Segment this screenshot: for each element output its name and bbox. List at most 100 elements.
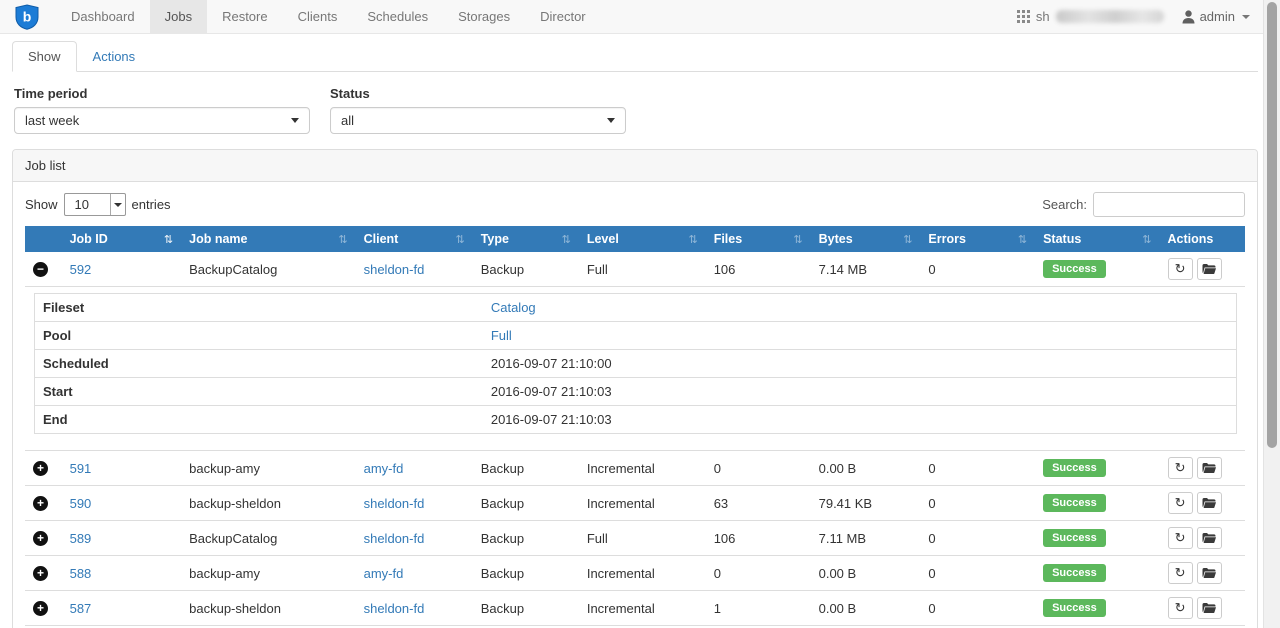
job-name-cell: BackupCatalog: [189, 261, 278, 277]
rerun-job-button[interactable]: ↻: [1167, 457, 1193, 479]
time-period-select[interactable]: last week: [14, 107, 310, 134]
job-id-link[interactable]: 587: [69, 600, 92, 616]
job-files-button[interactable]: [1196, 492, 1222, 514]
errors-cell: 0: [920, 625, 1036, 628]
collapse-icon[interactable]: −: [33, 262, 48, 277]
tab-show[interactable]: Show: [12, 41, 77, 72]
search-input[interactable]: [1093, 192, 1245, 217]
chevron-down-icon: [607, 118, 615, 123]
status-badge: Success: [1043, 459, 1106, 477]
rerun-job-button[interactable]: ↻: [1167, 562, 1193, 584]
bytes-cell: 79.41 KB: [810, 485, 921, 521]
column-label: Status: [1043, 232, 1082, 246]
client-link[interactable]: sheldon-fd: [363, 261, 425, 277]
col-type[interactable]: Type ⇅: [472, 226, 579, 252]
tab-actions[interactable]: Actions: [92, 49, 136, 64]
job-name-cell: backup-amy: [181, 555, 356, 591]
nav-item-director[interactable]: Director: [540, 9, 586, 24]
rerun-icon: ↻: [1174, 600, 1186, 615]
nav-item-clients[interactable]: Clients: [297, 9, 338, 24]
navbar-right: sh admin: [1016, 0, 1280, 33]
sort-icon: ⇅: [561, 233, 571, 246]
entries-select[interactable]: 10: [63, 193, 126, 216]
nav-item-dashboard[interactable]: Dashboard: [71, 9, 135, 24]
job-files-button[interactable]: [1196, 258, 1222, 280]
col-actions: Actions: [1159, 226, 1245, 252]
col-level[interactable]: Level ⇅: [578, 226, 706, 252]
rerun-job-button[interactable]: ↻: [1167, 258, 1193, 280]
select-arrow: [109, 194, 125, 215]
navbar: b Dashboard Jobs Restore Clients Schedules St…: [0, 0, 1280, 34]
col-bytes[interactable]: Bytes ⇅: [810, 226, 921, 252]
folder-icon: [1202, 498, 1217, 508]
errors-cell: 0: [920, 520, 1036, 556]
host-name-prefix: sh: [1035, 9, 1050, 24]
rerun-job-button[interactable]: ↻: [1167, 527, 1193, 549]
scrollbar-thumb[interactable]: [1267, 2, 1277, 448]
level-cell: Full: [578, 520, 706, 556]
job-id-link[interactable]: 591: [69, 460, 92, 476]
col-job-id[interactable]: Job ID ⇅: [61, 226, 182, 252]
filters: Time period last week Status all: [12, 72, 1258, 134]
col-errors[interactable]: Errors ⇅: [920, 226, 1036, 252]
panel-title: Job list: [13, 150, 1257, 182]
folder-icon: [1202, 533, 1217, 543]
col-status[interactable]: Status ⇅: [1035, 226, 1160, 252]
job-files-button[interactable]: [1196, 562, 1222, 584]
search-control: Search:: [1042, 192, 1245, 217]
col-job-name[interactable]: Job name ⇅: [181, 226, 356, 252]
detail-label: Pool: [34, 321, 483, 350]
client-link[interactable]: amy-fd: [363, 460, 404, 476]
baculum-shield-icon: b: [15, 3, 39, 30]
files-cell: 63: [705, 485, 811, 521]
sort-icon: ⇅: [163, 233, 174, 246]
job-id-link[interactable]: 588: [69, 565, 92, 581]
rerun-icon: ↻: [1174, 261, 1186, 276]
host-indicator[interactable]: sh: [1016, 9, 1164, 24]
detail-row-fileset: Fileset Catalog: [34, 293, 1237, 322]
detail-value-link[interactable]: Full: [490, 328, 512, 343]
job-files-button[interactable]: [1196, 597, 1222, 619]
status-badge: Success: [1043, 564, 1106, 582]
job-detail-row: Fileset Catalog Pool Full Scheduled 2016-09-0…: [25, 286, 1245, 451]
expand-icon[interactable]: +: [33, 531, 48, 546]
expand-icon[interactable]: +: [33, 601, 48, 616]
expand-icon[interactable]: +: [33, 461, 48, 476]
user-menu[interactable]: admin: [1182, 9, 1250, 24]
detail-value-link[interactable]: Catalog: [490, 300, 536, 315]
detail-label: End: [34, 405, 483, 434]
col-expand: [25, 226, 62, 252]
job-name-cell: backup-sheldon: [181, 590, 356, 626]
col-client[interactable]: Client ⇅: [355, 226, 473, 252]
job-id-link[interactable]: 589: [69, 530, 92, 546]
rerun-icon: ↻: [1174, 460, 1186, 475]
job-files-button[interactable]: [1196, 457, 1222, 479]
job-files-button[interactable]: [1196, 527, 1222, 549]
expand-icon[interactable]: +: [33, 496, 48, 511]
status-value: all: [341, 113, 355, 128]
client-link[interactable]: sheldon-fd: [363, 495, 425, 511]
bytes-cell: 0.00 B: [810, 590, 921, 626]
rerun-job-button[interactable]: ↻: [1167, 597, 1193, 619]
job-id-link[interactable]: 590: [69, 495, 92, 511]
nav-item-storages[interactable]: Storages: [458, 9, 511, 24]
job-id-link[interactable]: 592: [69, 261, 92, 277]
level-cell: Incremental: [578, 450, 706, 486]
status-select[interactable]: all: [330, 107, 626, 134]
nav-item-jobs[interactable]: Jobs: [149, 0, 208, 33]
col-files[interactable]: Files ⇅: [705, 226, 811, 252]
table-row: + 587 backup-sheldon sheldon-fd Backup I…: [25, 590, 1245, 626]
column-label: Level: [586, 232, 619, 246]
nav-item-restore[interactable]: Restore: [222, 9, 268, 24]
brand-logo[interactable]: b: [0, 0, 56, 33]
status-badge: Success: [1043, 494, 1106, 512]
sort-icon: ⇅: [455, 233, 465, 246]
rerun-job-button[interactable]: ↻: [1167, 492, 1193, 514]
client-link[interactable]: sheldon-fd: [363, 530, 425, 546]
client-link[interactable]: amy-fd: [363, 565, 404, 581]
expand-icon[interactable]: +: [33, 566, 48, 581]
vertical-scrollbar[interactable]: [1263, 0, 1280, 628]
client-link[interactable]: sheldon-fd: [363, 600, 425, 616]
type-cell: Backup: [472, 555, 579, 591]
nav-item-schedules[interactable]: Schedules: [367, 9, 429, 24]
